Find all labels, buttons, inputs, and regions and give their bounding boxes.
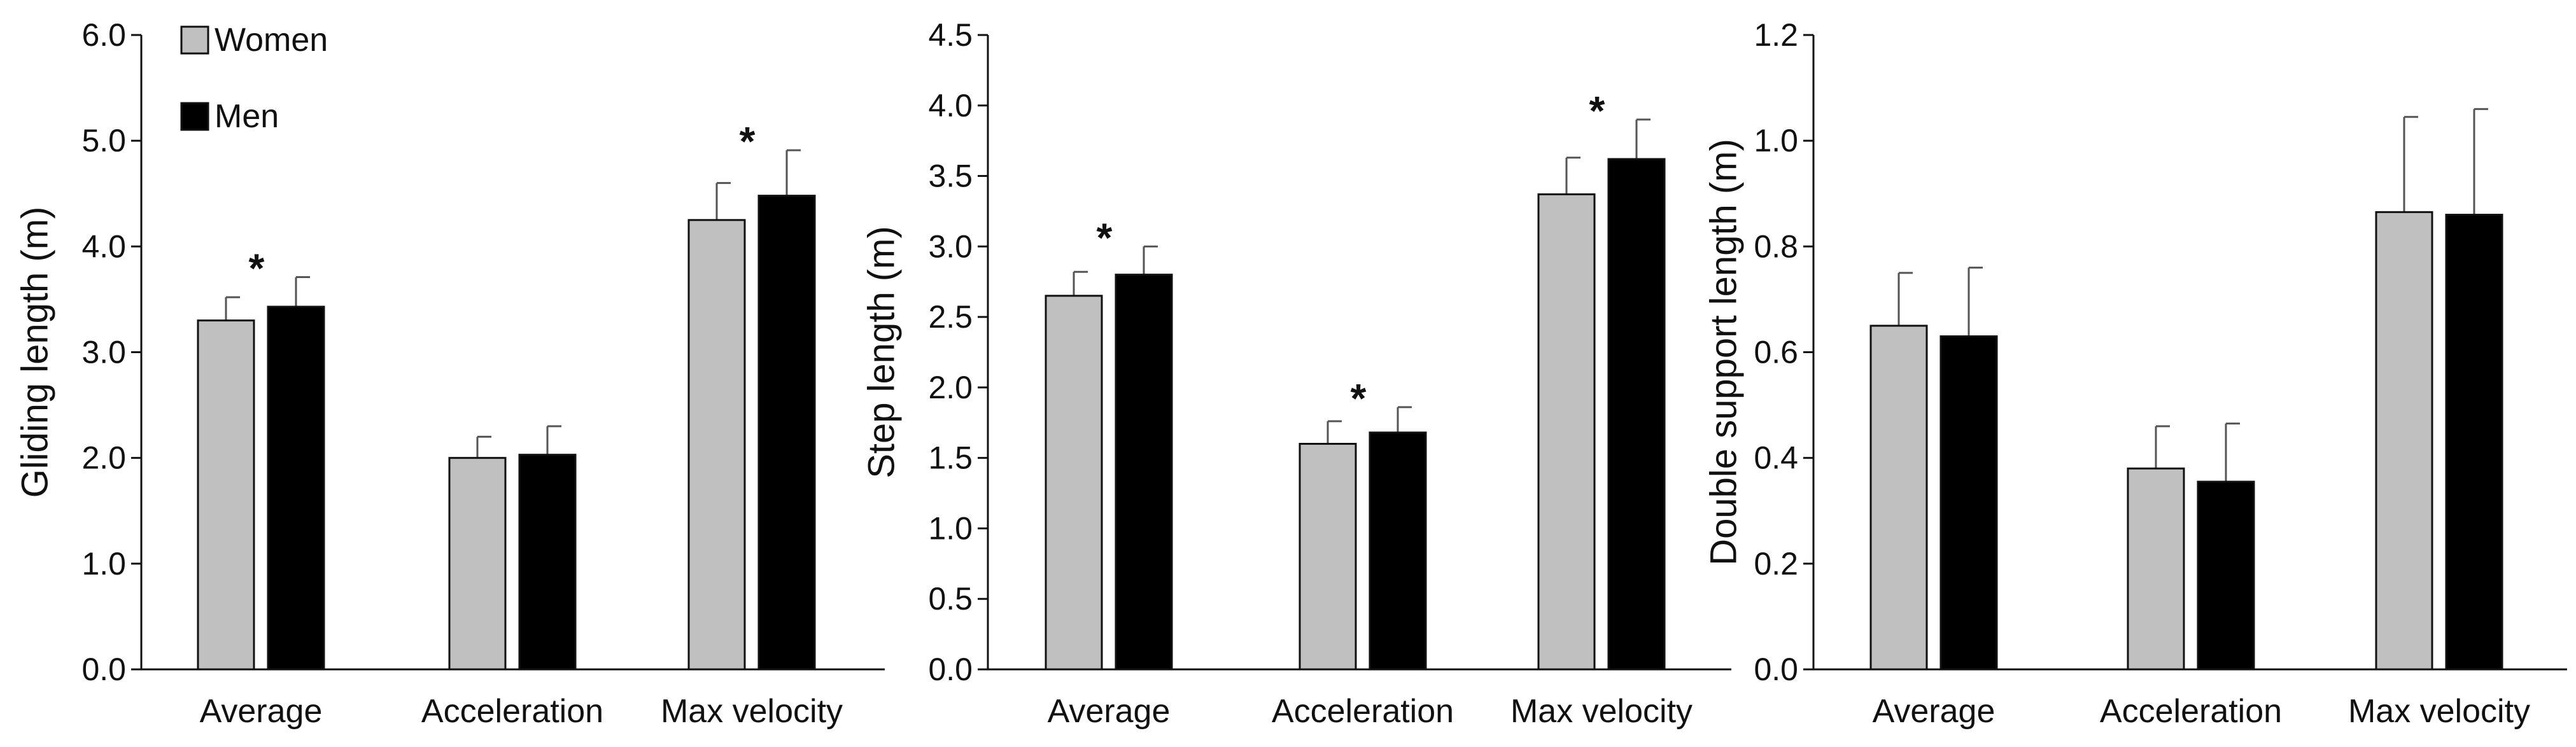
y-tick-label: 0.5 bbox=[928, 581, 973, 617]
y-tick-label: 1.2 bbox=[1754, 17, 1798, 53]
y-tick-label: 4.5 bbox=[928, 17, 973, 53]
legend-swatch-men bbox=[180, 102, 209, 131]
bar-men bbox=[757, 195, 816, 671]
y-tick-label: 0.0 bbox=[81, 652, 126, 687]
y-tick-label: 0.6 bbox=[1754, 335, 1798, 370]
y-tick-label: 0.8 bbox=[1754, 228, 1798, 264]
x-category-label: Max velocity bbox=[2348, 693, 2530, 730]
bar-men bbox=[518, 454, 577, 671]
significance-marker: * bbox=[1589, 88, 1605, 134]
bar-men bbox=[1939, 335, 1998, 671]
y-tick-label: 1.0 bbox=[928, 510, 973, 546]
y-tick-label: 3.0 bbox=[81, 335, 126, 370]
y-tick-label: 1.5 bbox=[928, 440, 973, 476]
y-tick-label: 2.0 bbox=[81, 440, 126, 476]
y-tick-label: 6.0 bbox=[81, 17, 126, 53]
chart-panel-1: 0.0 1.0 2.0 3.0 4.0 5.0 6.0 Gliding length (m) A… bbox=[15, 17, 885, 730]
bar-women bbox=[197, 319, 255, 671]
y-axis-title: Double support length (m) bbox=[1703, 139, 1745, 566]
significance-marker: * bbox=[1351, 375, 1367, 421]
legend-label-women: Women bbox=[215, 22, 328, 59]
legend: Women Men bbox=[180, 22, 328, 135]
y-tick-label: 2.5 bbox=[928, 299, 973, 335]
significance-marker: * bbox=[740, 118, 756, 164]
x-category-label: Acceleration bbox=[1272, 693, 1454, 730]
y-tick-label: 4.0 bbox=[928, 88, 973, 123]
x-category-label: Acceleration bbox=[2100, 693, 2282, 730]
significance-marker: * bbox=[1097, 214, 1113, 260]
bar-men bbox=[1607, 158, 1666, 671]
bar-men bbox=[267, 305, 325, 671]
bar-women bbox=[1869, 325, 1928, 671]
x-category-label: Average bbox=[1873, 693, 1995, 730]
y-axis-title: Gliding length (m) bbox=[15, 207, 56, 498]
bar-men bbox=[1369, 431, 1427, 671]
chart-panel-2: 0.0 0.5 1.0 1.5 2.0 2.5 3.0 3.5 4.0 4.5 Step lengt… bbox=[861, 17, 1731, 730]
y-tick-label: 3.0 bbox=[928, 228, 973, 264]
bar-women bbox=[1299, 443, 1357, 671]
x-category-label: Average bbox=[200, 693, 323, 730]
x-category-label: Max velocity bbox=[661, 693, 843, 730]
y-tick-label: 4.0 bbox=[81, 228, 126, 264]
bar-men bbox=[1115, 274, 1173, 671]
bar-men bbox=[2445, 213, 2503, 671]
x-category-label: Max velocity bbox=[1510, 693, 1693, 730]
y-tick-label: 0.0 bbox=[1754, 652, 1798, 687]
y-tick-label: 1.0 bbox=[81, 546, 126, 582]
bar-men bbox=[2197, 480, 2255, 671]
bar-women bbox=[2375, 211, 2433, 671]
y-tick-label: 0.2 bbox=[1754, 546, 1798, 582]
bar-women bbox=[687, 219, 746, 671]
bar-women bbox=[448, 457, 507, 671]
x-category-label: Acceleration bbox=[421, 693, 603, 730]
legend-label-men: Men bbox=[215, 98, 279, 135]
bar-women bbox=[1045, 295, 1103, 671]
y-tick-label: 2.0 bbox=[928, 370, 973, 405]
y-tick-label: 5.0 bbox=[81, 123, 126, 158]
y-tick-label: 1.0 bbox=[1754, 123, 1798, 158]
bar-women bbox=[2127, 467, 2185, 671]
y-axis-title: Step length (m) bbox=[861, 226, 903, 478]
chart-panel-3: 0.0 0.2 0.4 0.6 0.8 1.0 1.2 Double support leng… bbox=[1703, 17, 2567, 730]
x-category-label: Average bbox=[1048, 693, 1171, 730]
significance-marker: * bbox=[249, 246, 265, 291]
legend-swatch-women bbox=[180, 25, 209, 55]
y-tick-label: 0.0 bbox=[928, 652, 973, 687]
bar-women bbox=[1537, 193, 1596, 671]
y-tick-label: 0.4 bbox=[1754, 440, 1798, 476]
y-tick-label: 3.5 bbox=[928, 158, 973, 194]
